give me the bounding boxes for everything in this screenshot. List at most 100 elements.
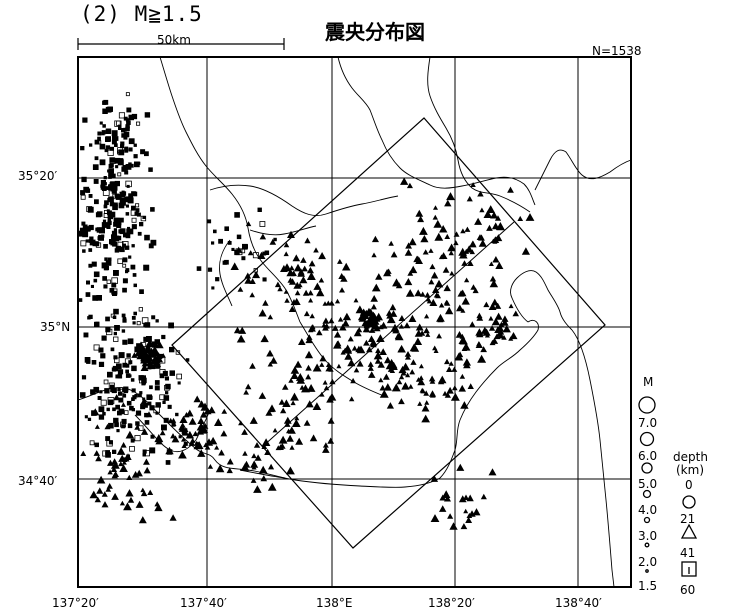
epicenter-marker	[181, 443, 187, 448]
epicenter-marker	[313, 282, 322, 290]
epicenter-marker	[101, 130, 106, 135]
epicenter-marker	[269, 238, 277, 245]
epicenter-marker	[126, 474, 133, 480]
epicenter-marker	[224, 226, 229, 231]
epicenter-marker	[501, 334, 507, 340]
epicenter-marker	[122, 278, 128, 284]
epicenter-marker	[383, 383, 392, 391]
epicenter-marker	[104, 200, 109, 205]
epicenter-marker	[493, 333, 501, 340]
epicenter-marker	[376, 334, 385, 342]
epicenter-marker	[301, 265, 308, 272]
epicenter-marker	[128, 255, 132, 259]
epicenter-marker	[295, 437, 304, 445]
epicenter-marker	[147, 401, 152, 406]
epicenter-marker	[130, 378, 135, 382]
epicenter-marker	[141, 381, 146, 386]
epicenter-marker	[171, 421, 177, 426]
epicenter-marker	[109, 201, 115, 207]
epicenter-marker	[286, 434, 294, 442]
epicenter-marker	[167, 404, 172, 409]
epicenter-marker	[259, 233, 267, 240]
epicenter-marker	[369, 312, 377, 319]
epicenter-marker	[95, 241, 99, 245]
epicenter-marker	[469, 249, 475, 255]
epicenter-marker	[119, 197, 126, 204]
epicenter-marker	[94, 442, 99, 448]
epicenter-marker	[312, 363, 322, 372]
epicenter-marker	[433, 205, 438, 210]
epicenter-marker	[201, 422, 209, 429]
epicenter-marker	[306, 266, 314, 274]
epicenter-marker	[303, 310, 310, 317]
epicenter-marker	[436, 333, 442, 339]
epicenter-marker	[367, 335, 376, 342]
epicenter-marker	[139, 391, 143, 395]
epicenter-marker	[449, 270, 455, 276]
epicenter-marker	[108, 422, 114, 429]
epicenter-marker	[417, 378, 426, 386]
epicenter-marker	[466, 195, 473, 202]
epicenter-marker	[326, 395, 334, 403]
lat-label-34-40: 34°40′	[18, 474, 58, 488]
epicenter-marker	[89, 440, 95, 446]
epicenter-marker	[430, 514, 440, 522]
epicenter-marker	[398, 323, 405, 329]
epicenter-marker	[252, 252, 259, 259]
epicenter-marker	[488, 261, 494, 266]
epicenter-marker	[215, 464, 225, 473]
epicenter-marker	[254, 454, 262, 461]
epicenter-marker	[207, 219, 212, 224]
epicenter-marker	[420, 235, 429, 243]
epicenter-marker	[132, 321, 136, 325]
epicenter-marker	[78, 298, 83, 302]
epicenter-marker	[131, 352, 138, 358]
epicenter-marker	[103, 244, 108, 249]
epicenter-marker	[268, 463, 275, 470]
epicenter-marker	[422, 249, 429, 255]
epicenter-marker	[82, 231, 89, 238]
epicenter-marker	[305, 373, 312, 380]
epicenter-marker	[323, 385, 330, 391]
epicenter-marker	[226, 458, 234, 465]
epicenter-marker	[241, 428, 248, 435]
epicenter-marker	[134, 161, 140, 168]
epicenter-marker	[143, 264, 150, 271]
epicenter-marker	[475, 328, 484, 336]
epicenter-marker	[81, 176, 87, 183]
epicenter-marker	[496, 330, 504, 337]
epicenter-marker	[278, 435, 288, 444]
epicenter-marker	[122, 318, 127, 323]
epicenter-marker	[143, 466, 151, 474]
epicenter-marker	[459, 336, 468, 345]
epicenter-marker	[457, 351, 464, 358]
epicenter-marker	[446, 366, 453, 372]
epicenter-marker	[249, 292, 255, 298]
epicenter-marker	[370, 303, 377, 310]
epicenter-marker	[129, 445, 135, 452]
epicenter-marker	[495, 261, 504, 269]
epicenter-marker	[298, 338, 306, 345]
epicenter-marker	[139, 222, 144, 227]
epicenter-marker	[131, 388, 136, 393]
epicenter-marker	[453, 231, 460, 237]
epicenter-marker	[483, 301, 490, 308]
epicenter-marker	[114, 143, 118, 147]
epicenter-marker	[109, 211, 116, 218]
epicenter-marker	[308, 297, 314, 303]
epicenter-marker	[475, 341, 483, 348]
epicenter-marker	[169, 370, 175, 376]
epicenter-marker	[227, 241, 232, 245]
epicenter-marker	[355, 345, 363, 353]
epicenter-marker	[278, 399, 285, 405]
epicenter-marker	[322, 442, 329, 448]
map-subtitle: (2) M≧1.5	[80, 2, 203, 26]
epicenter-marker	[428, 279, 435, 285]
epicenter-marker	[119, 228, 126, 235]
epicenter-marker	[85, 292, 91, 297]
epicenter-marker	[112, 135, 117, 140]
legend-mag-1-5: 1.5	[638, 579, 658, 593]
epicenter-marker	[327, 417, 335, 424]
epicenter-marker	[93, 386, 100, 393]
epicenter-marker	[423, 390, 430, 396]
